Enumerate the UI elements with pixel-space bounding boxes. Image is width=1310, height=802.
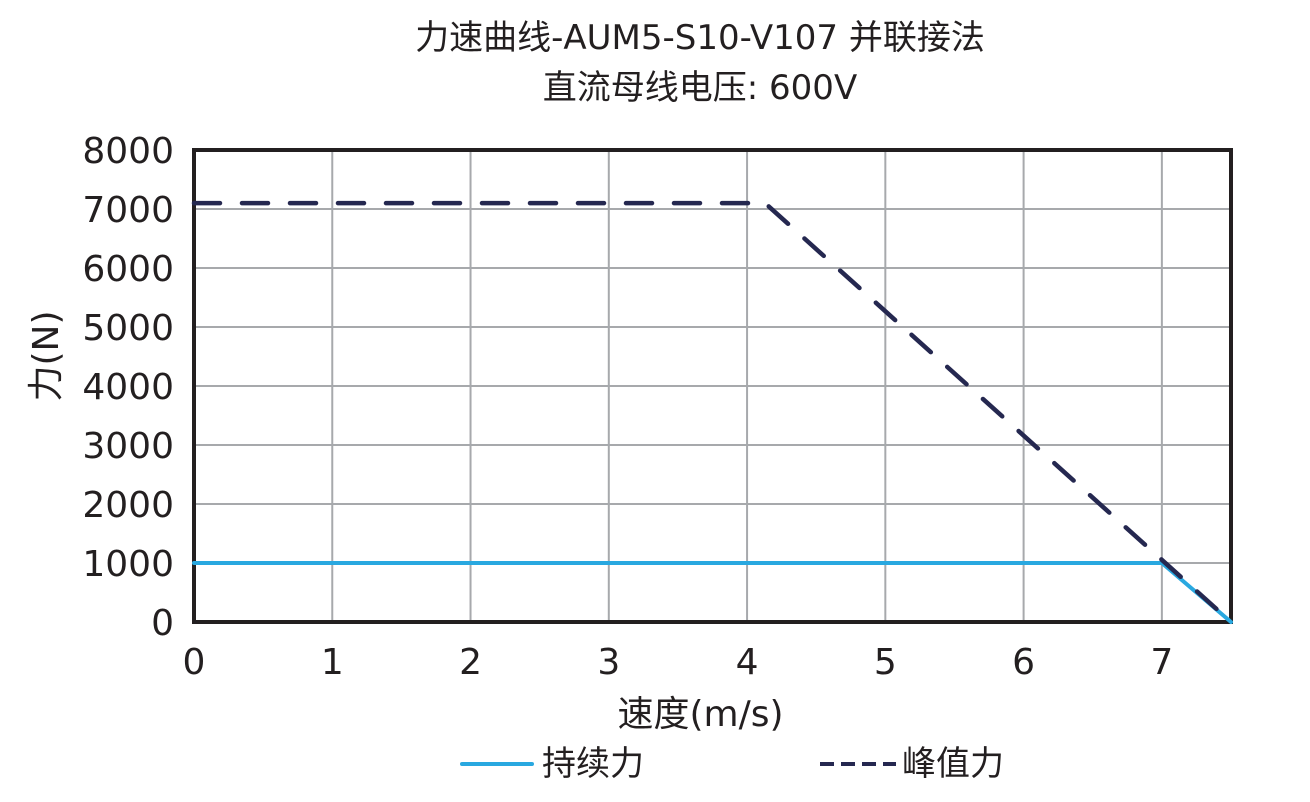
y-tick-label: 4000 (82, 367, 174, 408)
y-tick-label: 7000 (82, 190, 174, 231)
x-tick-label: 0 (183, 642, 206, 683)
legend-item-peak: 峰值力 (820, 742, 1004, 786)
legend-item-continuous: 持续力 (460, 742, 644, 786)
plot-frame (192, 148, 1233, 624)
y-tick-label: 8000 (82, 131, 174, 172)
y-tick-label: 1000 (82, 544, 174, 585)
x-tick-label: 2 (459, 642, 482, 683)
y-tick-label: 3000 (82, 426, 174, 467)
legend-swatch-solid-icon (460, 762, 534, 766)
legend-label-continuous: 持续力 (542, 744, 644, 784)
x-tick-label: 3 (597, 642, 620, 683)
x-tick-label: 5 (874, 642, 897, 683)
y-tick-label: 5000 (82, 308, 174, 349)
x-tick-label: 1 (321, 642, 344, 683)
y-tick-label: 6000 (82, 249, 174, 290)
chart-title: 力速曲线-AUM5-S10-V107 并联接法 (415, 18, 985, 58)
series-continuous-force (192, 561, 1233, 624)
x-tick-label: 7 (1150, 642, 1173, 683)
chart-subtitle: 直流母线电压: 600V (542, 68, 858, 108)
x-tick-label: 6 (1012, 642, 1035, 683)
legend-label-peak: 峰值力 (902, 744, 1004, 784)
series-peak-force (191, 200, 1234, 625)
y-axis-label: 力(N) (26, 310, 67, 401)
y-tick-label: 0 (151, 603, 174, 644)
x-axis-label: 速度(m/s) (617, 694, 783, 735)
x-tick-label: 4 (736, 642, 759, 683)
legend-swatch-dashed-icon (820, 762, 896, 766)
y-tick-label: 2000 (82, 485, 174, 526)
